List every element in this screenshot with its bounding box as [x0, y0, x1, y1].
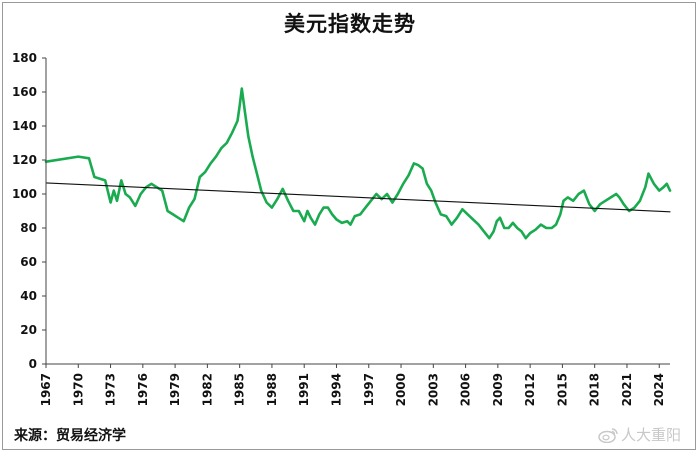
- series-line-trend: [45, 182, 671, 213]
- x-tick-label: 1985: [233, 373, 247, 406]
- x-tick-label: 1988: [265, 373, 279, 406]
- y-tick-label: 140: [12, 119, 37, 133]
- x-tick-label: 1994: [329, 373, 343, 406]
- x-tick-label: 2000: [394, 373, 408, 406]
- y-tick-label: 60: [20, 255, 37, 269]
- y-tick-label: 20: [20, 323, 37, 337]
- x-tick-label: 1991: [297, 373, 311, 406]
- series-line-dollar-index: [44, 87, 672, 240]
- x-tick-label: 2006: [459, 373, 473, 406]
- y-tick-label: 40: [20, 289, 37, 303]
- weibo-logo-icon: [598, 427, 618, 443]
- watermark: 人大重阳: [598, 424, 681, 445]
- x-tick-label: 2024: [652, 373, 666, 406]
- y-tick-label: 0: [29, 357, 37, 371]
- x-tick-label: 1976: [136, 373, 150, 406]
- x-tick-label: 2021: [620, 373, 634, 406]
- chart-frame: [2, 2, 696, 450]
- x-tick-label: 2009: [491, 373, 505, 406]
- x-tick-label: 1979: [168, 373, 182, 406]
- source-note: 来源：贸易经济学: [14, 428, 126, 444]
- y-tick-label: 80: [20, 221, 37, 235]
- x-tick-label: 2012: [523, 373, 537, 406]
- x-tick-label: 1973: [104, 373, 118, 406]
- x-tick-label: 1997: [362, 373, 376, 406]
- chart-title: 美元指数走势: [284, 11, 416, 36]
- x-tick-label: 1967: [39, 373, 53, 406]
- x-tick-label: 1970: [71, 373, 85, 406]
- y-tick-label: 180: [12, 51, 37, 65]
- x-tick-label: 2003: [426, 373, 440, 406]
- x-tick-label: 2018: [588, 373, 602, 406]
- y-tick-label: 120: [12, 153, 37, 167]
- y-tick-label: 100: [12, 187, 37, 201]
- watermark-text: 人大重阳: [621, 426, 682, 444]
- x-tick-label: 2015: [555, 373, 569, 406]
- y-tick-label: 160: [12, 85, 37, 99]
- x-tick-label: 1982: [200, 373, 214, 406]
